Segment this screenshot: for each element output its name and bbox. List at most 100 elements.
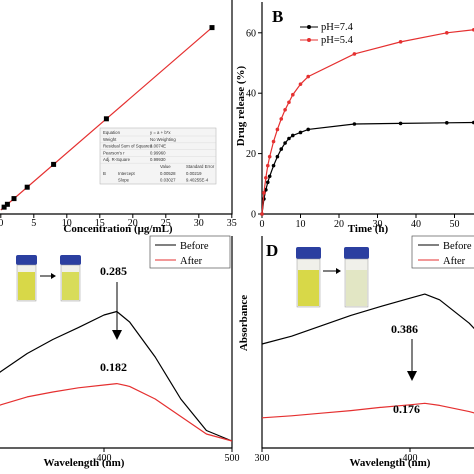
panel-d-letter: D [266, 241, 278, 260]
spectrum-d-after [261, 402, 474, 419]
panel-d: D 300 400 Absorbance Wavelength (nm) Befo… [238, 235, 474, 469]
panel-b-xlabel: Time (h) [348, 223, 389, 235]
series-point-1 [279, 147, 284, 151]
data-point [11, 196, 17, 202]
fit-row-label: Adj. R-Square [103, 157, 131, 162]
series-point-1 [267, 174, 272, 179]
panel-b-ylabel: Drug release (%) [235, 65, 247, 146]
data-point [103, 116, 109, 122]
series-point-2 [291, 92, 295, 97]
series-point-2 [262, 191, 266, 195]
panel-d-xlabel: Wavelength (nm) [350, 457, 431, 469]
spectrum-after [0, 383, 233, 442]
panel-c-arrow [112, 330, 122, 340]
x-tick-label: 40 [411, 219, 421, 230]
x-tick-label: 400 [97, 453, 112, 464]
fit-coef-header: Standard Error [186, 164, 215, 169]
panel-c-series [0, 310, 233, 442]
series-point-2 [445, 31, 449, 35]
panel-a-fit-table: Equation y = a + b*x Weight No Weighting Res… [99, 127, 217, 185]
series-point-2 [352, 52, 357, 56]
vial-d-after [344, 247, 369, 308]
x-tick-label: 35 [227, 218, 237, 229]
series-point-1 [306, 127, 311, 132]
series-point-2 [398, 40, 403, 44]
panel-b-legend: pH=7.4 pH=5.4 [300, 22, 354, 46]
series-point-1 [287, 136, 291, 141]
vial-after [60, 255, 81, 302]
fit-row-label: Equation [103, 130, 121, 135]
series-point-2 [298, 82, 303, 86]
legend-ph74: pH=7.4 [321, 22, 354, 33]
y-tick-label: 40 [246, 89, 256, 100]
fit-row-label: Residual Sum of Squares [103, 144, 152, 149]
fit-coef-cell: 0.03027 [160, 178, 176, 183]
series-point-2 [287, 100, 291, 105]
fit-row-label: Weight [103, 137, 117, 142]
fit-row-value: 3.0074E [150, 144, 166, 149]
panel-c: 400 500 Wavelength (nm) Before After 0. [0, 235, 240, 469]
panel-d-series [261, 293, 474, 419]
series-point-1 [271, 163, 276, 168]
fit-coef-cell: B [103, 171, 106, 176]
series-point-2 [264, 175, 268, 180]
fit-row-value: No Weighting [150, 137, 176, 142]
series-point-1 [298, 130, 303, 135]
series-point-2 [306, 74, 311, 79]
x-tick-label: 5 [31, 218, 36, 229]
series-point-1 [398, 121, 403, 126]
x-tick-label: 500 [225, 453, 240, 464]
series-point-2 [260, 212, 264, 216]
series-point-2 [279, 117, 284, 121]
panel-c-vials [16, 255, 81, 302]
legend-before: Before [180, 241, 209, 252]
series-point-2 [471, 27, 474, 32]
panel-d-legend: Before After [411, 235, 474, 269]
y-tick-label: 0 [251, 210, 256, 221]
series-point-2 [275, 127, 280, 132]
series-point-1 [471, 120, 474, 125]
legend-ph54: pH=5.4 [321, 35, 354, 46]
spectrum-before [0, 310, 233, 442]
panel-b: B 0 10 20 30 40 50 0 20 40 60 Drug release (%) Ti… [235, 2, 474, 235]
peak-after-value: 0.182 [100, 360, 127, 374]
fit-row-value: y = a + b*x [150, 130, 171, 135]
panel-c-ticks: 400 500 [97, 448, 240, 464]
x-tick-label: 20 [334, 219, 344, 230]
data-point [209, 25, 215, 31]
legend-d-before: Before [443, 241, 472, 252]
fit-coef-cell: 9.40255E-4 [186, 178, 209, 183]
panel-d-ticks: 300 400 [255, 448, 418, 464]
x-tick-label: 30 [373, 219, 383, 230]
panel-d-ylabel: Absorbance [238, 295, 250, 351]
x-tick-label: 400 [403, 453, 418, 464]
data-point [4, 201, 10, 207]
panel-c-legend: Before After [149, 235, 231, 269]
vial-d-before [296, 247, 321, 308]
x-tick-label: 0 [260, 219, 265, 230]
series-point-2 [271, 139, 276, 144]
series-point-1 [291, 133, 295, 138]
series-point-1 [265, 180, 270, 185]
panel-b-series [260, 27, 474, 216]
x-tick-label: 10 [62, 218, 72, 229]
panel-a-points [1, 25, 215, 210]
x-tick-label: 25 [161, 218, 171, 229]
series-point-2 [265, 163, 270, 168]
peak-d-after-value: 0.176 [393, 402, 420, 416]
x-tick-label: 300 [255, 453, 270, 464]
data-point [51, 161, 57, 167]
series-point-2 [283, 108, 287, 112]
series-point-1 [275, 154, 280, 159]
x-tick-label: 20 [128, 218, 138, 229]
fit-row-label: Pearson's r [103, 150, 125, 155]
panel-b-letter: B [272, 7, 283, 26]
fit-coef-cell: 0.00528 [160, 171, 176, 176]
spectrum-d-before [261, 293, 474, 345]
peak-d-before-value: 0.386 [391, 322, 418, 336]
y-tick-label: 60 [246, 28, 256, 39]
y-tick-label: 20 [246, 149, 256, 160]
legend-d-after: After [443, 256, 466, 267]
data-point [24, 184, 30, 190]
